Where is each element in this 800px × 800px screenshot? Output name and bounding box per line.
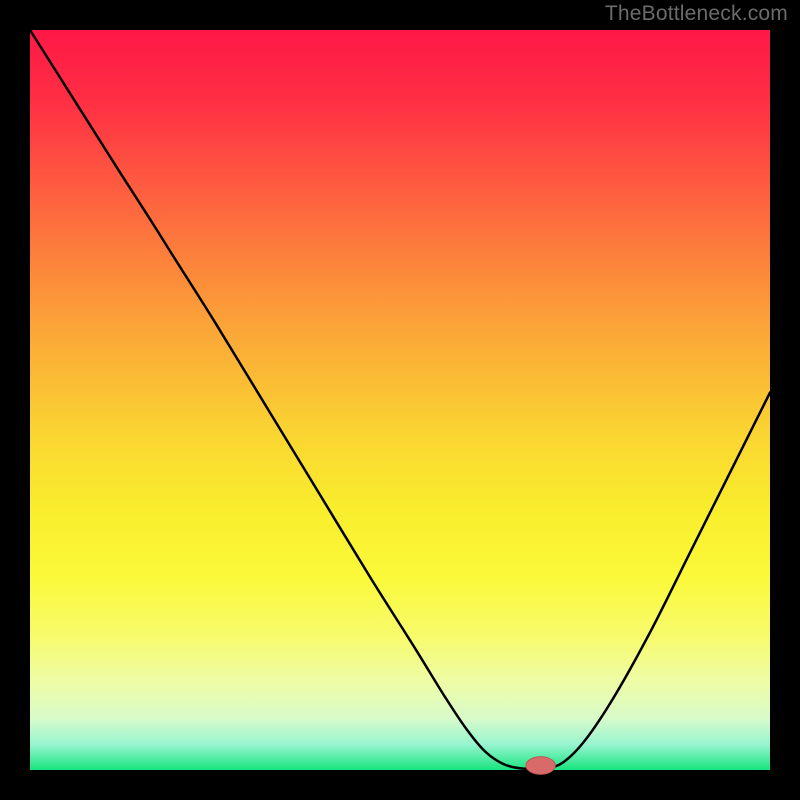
- optimum-marker: [526, 757, 556, 775]
- chart-container: TheBottleneck.com: [0, 0, 800, 800]
- watermark-text: TheBottleneck.com: [605, 2, 788, 26]
- bottleneck-chart: [0, 0, 800, 800]
- chart-plot-background: [30, 30, 770, 770]
